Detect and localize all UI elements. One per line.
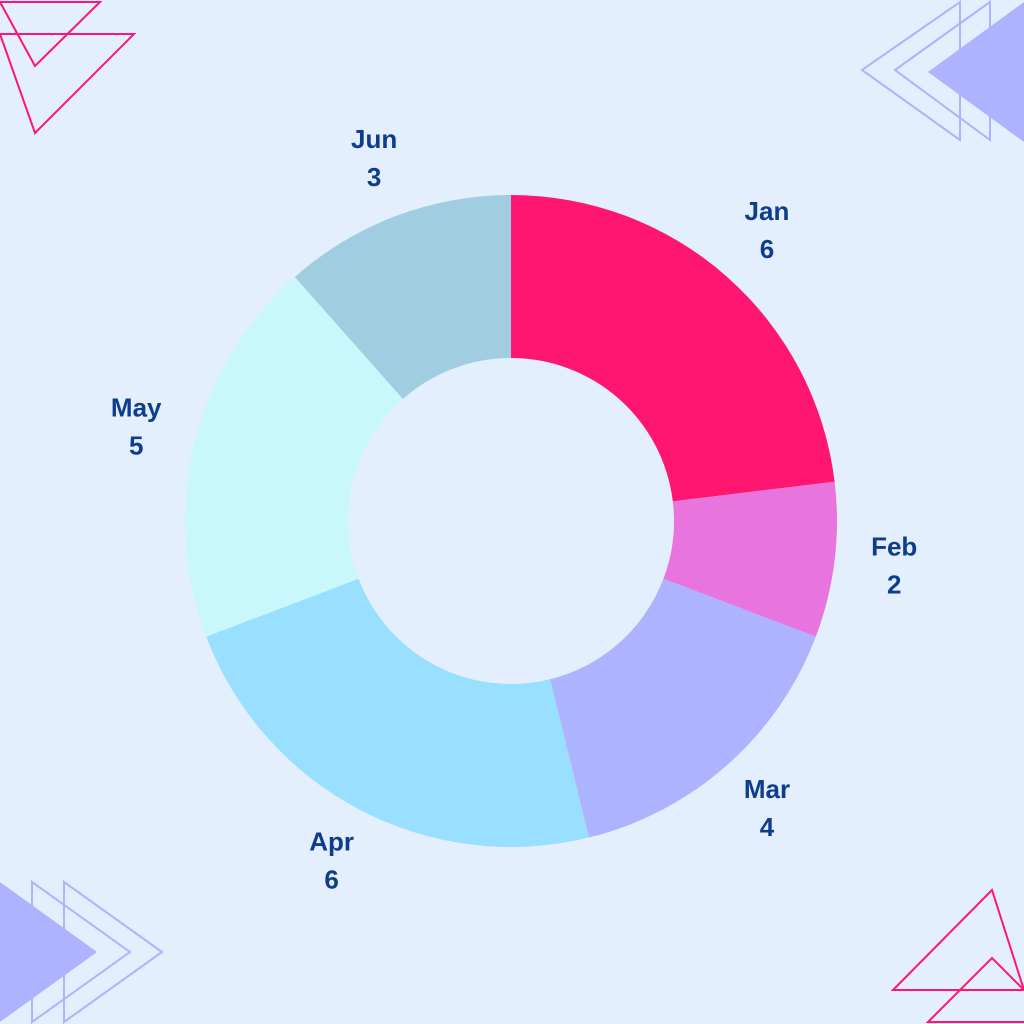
donut-slice — [206, 578, 590, 847]
slice-value: 2 — [887, 569, 901, 599]
decoration-bottom-left — [0, 880, 164, 1024]
slice-label: Mar — [744, 774, 790, 804]
decoration-top-right — [860, 0, 1024, 142]
slice-label: Feb — [871, 531, 917, 561]
slice-label: Apr — [309, 827, 354, 857]
slice-value: 5 — [129, 430, 143, 460]
donut-slice — [185, 276, 403, 637]
slice-label: Jun — [351, 124, 397, 154]
donut-slice — [663, 481, 837, 637]
donut-slice — [511, 195, 835, 502]
slice-value: 3 — [367, 162, 381, 192]
slice-value: 6 — [324, 865, 338, 895]
donut-slice — [550, 578, 816, 838]
slice-value: 6 — [760, 234, 774, 264]
slice-label: May — [111, 392, 162, 422]
slice-value: 4 — [760, 812, 775, 842]
decoration-top-left — [0, 1, 137, 135]
slice-label: Jan — [745, 196, 790, 226]
decoration-bottom-right — [890, 888, 1024, 1023]
donut-slice — [294, 195, 511, 399]
